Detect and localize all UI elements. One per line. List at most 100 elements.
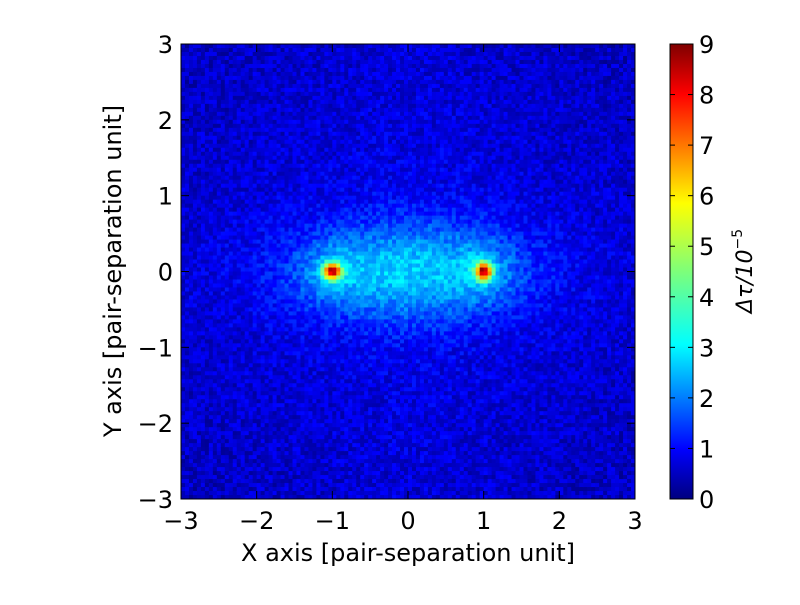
heatmap-cell (228, 207, 234, 213)
heatmap-cell (344, 131, 349, 137)
heatmap-cell (340, 335, 345, 340)
heatmap-cell (208, 331, 214, 336)
heatmap-cell (216, 363, 222, 368)
heatmap-cell (344, 163, 349, 169)
heatmap-cell (316, 243, 321, 249)
heatmap-cell (224, 267, 230, 273)
heatmap-cell (332, 179, 337, 185)
heatmap-cell (324, 487, 329, 492)
heatmap-cell (316, 371, 321, 376)
heatmap-cell (256, 471, 262, 476)
heatmap-cell (276, 207, 282, 213)
heatmap-cell (196, 387, 202, 392)
heatmap-cell (228, 427, 234, 432)
heatmap-cell (328, 59, 333, 65)
heatmap-cell (340, 331, 345, 336)
heatmap-cell (340, 223, 345, 229)
heatmap-cell (208, 67, 214, 73)
heatmap-cell (188, 411, 194, 416)
heatmap-cell (332, 463, 337, 468)
heatmap-cell (260, 271, 266, 277)
heatmap-cell (340, 44, 345, 49)
heatmap-cell (252, 155, 258, 161)
heatmap-cell (312, 271, 317, 277)
heatmap-cell (212, 463, 218, 468)
heatmap-cell (181, 87, 186, 93)
heatmap-cell (308, 44, 314, 49)
heatmap-cell (220, 187, 226, 193)
heatmap-cell (184, 387, 190, 392)
heatmap-cell (344, 363, 349, 368)
heatmap-cell (224, 351, 230, 356)
heatmap-cell (192, 367, 198, 372)
heatmap-cell (328, 163, 333, 169)
heatmap-cell (312, 467, 317, 472)
heatmap-cell (320, 327, 325, 332)
heatmap-cell (192, 295, 198, 301)
heatmap-cell (200, 227, 206, 233)
heatmap-cell (260, 239, 266, 245)
heatmap-cell (184, 339, 190, 344)
heatmap-cell (332, 131, 337, 137)
heatmap-cell (244, 303, 250, 309)
heatmap-cell (340, 379, 345, 384)
heatmap-cell (236, 127, 242, 133)
heatmap-cell (268, 175, 274, 181)
heatmap-cell (300, 127, 306, 133)
heatmap-cell (244, 159, 250, 165)
heatmap-cell (336, 123, 341, 129)
heatmap-cell (240, 311, 246, 316)
heatmap-cell (296, 371, 302, 376)
heatmap-cell (344, 295, 349, 301)
heatmap-cell (252, 283, 258, 289)
heatmap-cell (352, 195, 357, 201)
heatmap-cell (324, 231, 329, 237)
heatmap-cell (181, 139, 186, 145)
heatmap-cell (248, 287, 254, 293)
heatmap-cell (212, 235, 218, 241)
heatmap-cell (304, 243, 310, 249)
heatmap-cell (284, 123, 290, 129)
heatmap-cell (344, 47, 349, 53)
heatmap-cell (308, 295, 314, 301)
heatmap-cell (200, 167, 206, 173)
heatmap-cell (304, 79, 310, 85)
heatmap-cell (344, 175, 349, 181)
heatmap-cell (212, 323, 218, 328)
heatmap-cell (212, 187, 218, 193)
heatmap-cell (332, 115, 337, 121)
heatmap-cell (288, 331, 294, 336)
heatmap-cell (256, 343, 262, 348)
heatmap-cell (236, 259, 242, 265)
heatmap-cell (276, 295, 282, 301)
heatmap-cell (268, 99, 274, 105)
heatmap-cell (260, 175, 266, 181)
heatmap-cell (292, 343, 298, 348)
heatmap-cell (220, 359, 226, 364)
heatmap-cell (224, 231, 230, 237)
heatmap-cell (352, 383, 357, 388)
heatmap-cell (236, 255, 242, 261)
heatmap-cell (232, 403, 238, 408)
heatmap-cell (304, 175, 310, 181)
heatmap-cell (220, 327, 226, 332)
heatmap-cell (196, 167, 202, 173)
heatmap-cell (316, 247, 321, 253)
heatmap-cell (308, 139, 314, 145)
heatmap-cell (296, 363, 302, 368)
heatmap-cell (252, 351, 258, 356)
heatmap-cell (312, 479, 317, 484)
heatmap-cell (196, 423, 202, 428)
heatmap-cell (244, 247, 250, 253)
heatmap-cell (252, 71, 258, 77)
heatmap-cell (200, 63, 206, 69)
heatmap-cell (260, 235, 266, 241)
heatmap-cell (292, 295, 298, 301)
heatmap-cell (196, 203, 202, 209)
heatmap-cell (204, 127, 210, 133)
heatmap-cell (256, 47, 262, 53)
heatmap-cell (244, 467, 250, 472)
heatmap-cell (236, 383, 242, 388)
heatmap-cell (280, 423, 286, 428)
heatmap-cell (236, 151, 242, 157)
